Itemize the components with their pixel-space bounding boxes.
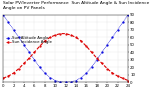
Legend: Sun Altitude Angle, Sun Incidence Angle: Sun Altitude Angle, Sun Incidence Angle [5,36,52,45]
Text: Solar PV/Inverter Performance  Sun Altitude Angle & Sun Incidence Angle on PV Pa: Solar PV/Inverter Performance Sun Altitu… [3,1,150,10]
